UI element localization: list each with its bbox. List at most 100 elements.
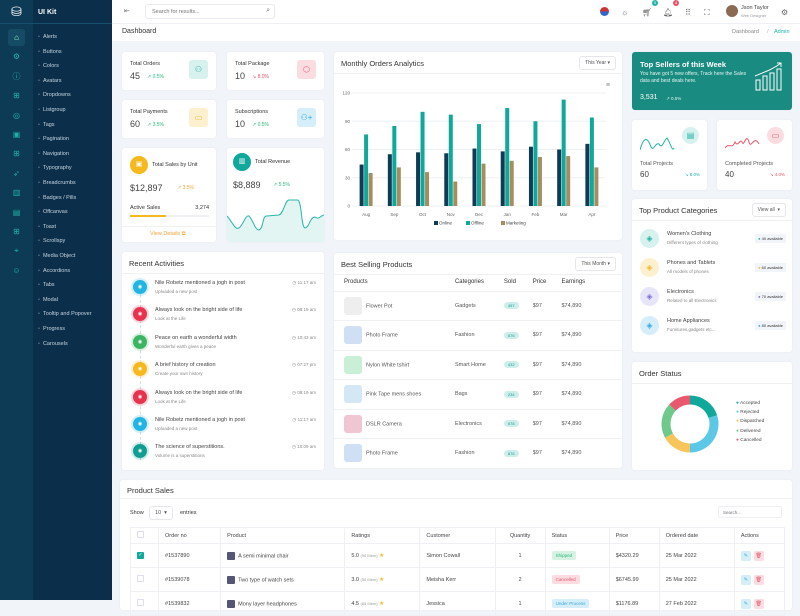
collapse-sidebar-icon[interactable]: ⇤ [124,8,130,15]
column-header[interactable]: Status [544,527,610,544]
search-box[interactable]: ⌕ [145,4,275,19]
avatar[interactable] [726,5,738,17]
active-sales-progress [130,215,209,217]
grid2-icon[interactable]: ⊞ [13,149,20,159]
cart-icon[interactable]: 🛒︎ [642,8,653,17]
product-name[interactable]: Nylon White tshirt [366,362,410,369]
month-filter-dropdown[interactable]: This Month ▾ [575,257,616,271]
product-name[interactable]: Photo Frame [366,450,398,457]
categories-filter-value[interactable]: View all [757,207,775,213]
sidebar-item-offcanvas[interactable]: Offcanvas [38,209,68,215]
layout-icon[interactable]: ▣ [12,130,21,139]
bell-icon[interactable]: 🔔︎ [663,8,674,17]
column-header[interactable]: Ratings [344,527,421,544]
sidebar-item-badges-pills[interactable]: Badges / Pills [38,195,76,201]
search-icon[interactable]: ⌕ [266,7,270,14]
sidebar-item-tags[interactable]: Tags [38,122,55,128]
sidebar-item-modal[interactable]: Modal [38,297,58,303]
row-checkbox[interactable] [129,567,160,592]
view-details-label[interactable]: View Details [150,231,181,237]
edit-icon[interactable]: ✎ [740,550,751,561]
product-name[interactable]: DSLR Camera [366,421,402,428]
grid-icon[interactable]: ⊞ [13,91,20,101]
topbar: ⇤ ⌕ ☼ 🛒︎ 5 🔔︎ 4 ⠿ ⛶ Json Taylor Web Desi… [112,0,800,24]
product-sales-title: Product Sales [127,486,174,495]
activity-time-value: 08:19 am [297,307,316,313]
month-filter-value[interactable]: This Month [581,261,607,267]
entries-select[interactable]: 10 ▾ [149,506,173,520]
book-icon[interactable]: ▥ [12,188,21,198]
sidebar-item-tooltip-and-popover[interactable]: Tooltip and Popover [38,311,92,317]
row-checkbox[interactable] [129,591,160,616]
apps-grid-icon[interactable]: ⠿ [685,8,691,17]
sidebar-item-progress[interactable]: Progress [38,326,65,332]
settings-icon[interactable]: ⚙ [12,52,21,62]
sidebar-item-buttons[interactable]: Buttons [38,49,62,55]
theme-toggle-icon[interactable]: ☼ [621,8,629,17]
column-header[interactable]: Ordered date [658,527,735,544]
column-header[interactable]: Price [608,527,660,544]
globe-icon[interactable]: ◎ [13,110,20,120]
category-name[interactable]: Phones and Tablets [667,260,716,266]
column-header[interactable]: Order no [158,527,222,544]
sidebar-item-pagination[interactable]: Pagination [38,136,69,142]
file-icon[interactable]: ▤ [12,207,21,217]
x-tick-label: Sep [390,212,399,217]
map-pin-icon[interactable]: ⌖ [14,245,19,255]
sidebar-item-tabs[interactable]: Tabs [38,282,55,288]
sidebar-item-breadcrumbs[interactable]: Breadcrumbs [38,180,76,186]
edit-icon[interactable]: ✎ [740,574,751,585]
activity-title: Nile Robetz mentioned a jogh in post [155,417,245,423]
settings-gear-icon[interactable]: ⚙ [781,8,789,17]
sidebar-item-carousels[interactable]: Carousels [38,341,68,347]
column-header[interactable]: Customer [419,527,496,544]
sidebar-item-avatars[interactable]: Avatars [38,78,62,84]
legend-label: Delivered [740,428,761,434]
entries-value[interactable]: 10 [155,510,162,516]
sidebar-item-media-object[interactable]: Media Object [38,253,75,259]
breadcrumb-dashboard[interactable]: Dashboard [732,29,759,35]
view-details-link[interactable]: View Details ⧉ [150,231,186,237]
sidebar-item-scrollspy[interactable]: Scrollspy [38,238,65,244]
delete-icon[interactable]: 🗑︎ [753,574,764,585]
apps-icon[interactable]: ⊞ [13,227,20,236]
table-search-input[interactable] [718,506,782,518]
logo-icon[interactable]: ⛁ [0,0,33,24]
column-header[interactable]: Quantity [494,527,546,544]
category-name[interactable]: Women's Clothing [667,231,712,237]
best-selling-title: Best Selling Products [341,260,413,269]
row-checkbox[interactable]: ✓ [129,543,160,568]
fullscreen-icon[interactable]: ⛶ [704,8,710,17]
user-name[interactable]: Json Taylor [741,5,769,11]
rocket-icon[interactable]: ➶ [13,168,20,178]
sidebar-item-alerts[interactable]: Alerts [38,34,57,40]
sidebar-item-colors[interactable]: Colors [38,63,59,69]
category-name[interactable]: Home Appliances [667,318,710,324]
info-icon[interactable]: ⓘ [12,71,21,81]
sidebar-item-listgroup[interactable]: Listgroup [38,107,66,113]
category-name[interactable]: Electronics [667,289,694,295]
product-name[interactable]: Photo Frame [366,332,398,339]
sidebar-item-accordions[interactable]: Accordions [38,268,70,274]
product-name[interactable]: Pink Tape mens shoes [366,391,422,398]
delete-icon[interactable]: 🗑︎ [753,598,764,609]
home-icon[interactable]: ⌂ [8,29,25,46]
sidebar-item-typography[interactable]: Typography [38,165,72,171]
column-header[interactable]: Product [220,527,346,544]
quantity: 1 [494,591,546,616]
sidebar-item-navigation[interactable]: Navigation [38,151,69,157]
flag-us-icon[interactable] [600,7,609,16]
delete-icon[interactable]: 🗑︎ [753,550,764,561]
select-all-checkbox[interactable] [129,527,160,544]
sidebar-item-dropdowns[interactable]: Dropdowns [38,92,71,98]
sidebar-item-toast[interactable]: Toast [38,224,56,230]
product-name[interactable]: Flower Pot [366,303,393,310]
edit-icon[interactable]: ✎ [740,598,751,609]
top-sellers-card: Top Sellers of this Week You have got 5 … [632,52,792,110]
year-filter-value[interactable]: This Year [585,60,607,66]
chart-menu-icon[interactable]: ≡ [605,82,610,89]
year-filter-dropdown[interactable]: This Year ▾ [579,56,616,70]
search-input[interactable] [146,5,256,19]
emoji-icon[interactable]: ☺ [12,265,21,275]
categories-filter-dropdown[interactable]: View all ▾ [751,203,786,217]
